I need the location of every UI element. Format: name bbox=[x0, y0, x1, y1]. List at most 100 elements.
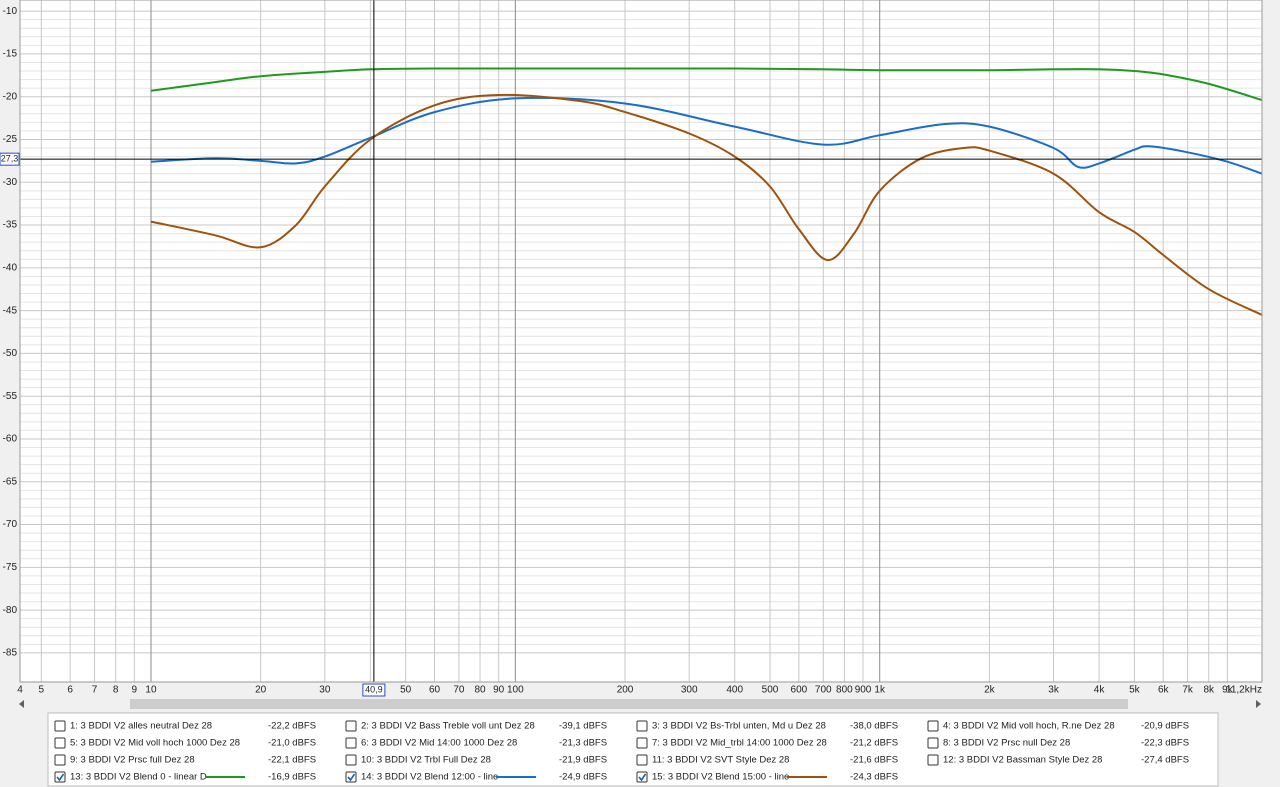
legend-label: 1: 3 BDDI V2 alles neutral Dez 28 bbox=[70, 721, 212, 732]
legend-checkmark bbox=[56, 773, 65, 782]
legend-label: 13: 3 BDDI V2 Blend 0 - linear D bbox=[70, 772, 207, 783]
x-tick-label: 400 bbox=[726, 685, 743, 696]
x-tick-label: 8 bbox=[113, 685, 119, 696]
legend-label: 5: 3 BDDI V2 Mid voll hoch 1000 Dez 28 bbox=[70, 738, 240, 749]
scroll-thumb[interactable] bbox=[130, 699, 1128, 709]
legend-entry[interactable]: 5: 3 BDDI V2 Mid voll hoch 1000 Dez 28 -2… bbox=[54, 737, 316, 749]
x-tick-label: 5k bbox=[1129, 685, 1141, 696]
legend-level: -21,2 dBFS bbox=[850, 738, 898, 749]
x-tick-label: 800 bbox=[836, 685, 853, 696]
x-tick-label: 7k bbox=[1182, 685, 1194, 696]
legend-checkbox[interactable] bbox=[636, 720, 648, 732]
legend-label: 15: 3 BDDI V2 Blend 15:00 - line bbox=[652, 772, 789, 783]
y-tick-label: -60 bbox=[3, 434, 18, 445]
y-tick-label: -55 bbox=[3, 391, 18, 402]
x-tick-label: 30 bbox=[319, 685, 331, 696]
cursor-x-label: 40,9 bbox=[365, 684, 383, 694]
legend-checkbox[interactable] bbox=[927, 737, 939, 749]
legend-label: 12: 3 BDDI V2 Bassman Style Dez 28 bbox=[943, 755, 1102, 766]
legend-label: 7: 3 BDDI V2 Mid_trbl 14:00 1000 Dez 28 bbox=[652, 738, 827, 749]
legend-label: 4: 3 BDDI V2 Mid voll hoch, R.ne Dez 28 bbox=[943, 721, 1115, 732]
legend-checkbox[interactable] bbox=[54, 720, 66, 732]
x-tick-label: 100 bbox=[507, 685, 524, 696]
x-tick-label: 20 bbox=[255, 685, 267, 696]
y-tick-label: -50 bbox=[3, 348, 18, 359]
x-tick-label: 600 bbox=[791, 685, 808, 696]
legend-label: 3: 3 BDDI V2 Bs-Trbl unten, Md u Dez 28 bbox=[652, 721, 826, 732]
x-tick-label: 3k bbox=[1048, 685, 1060, 696]
legend-checkbox[interactable] bbox=[54, 754, 66, 766]
x-tick-label: 50 bbox=[400, 685, 412, 696]
legend-level: -22,1 dBFS bbox=[268, 755, 316, 766]
legend-checkbox[interactable] bbox=[54, 737, 66, 749]
x-tick-label: 90 bbox=[493, 685, 505, 696]
legend-entry[interactable]: 12: 3 BDDI V2 Bassman Style Dez 28 -27,4 … bbox=[927, 754, 1189, 766]
response-curve bbox=[150, 93, 1263, 316]
y-tick-label: -25 bbox=[3, 134, 18, 145]
legend-level: -39,1 dBFS bbox=[559, 721, 607, 732]
cursor-x-box bbox=[362, 683, 386, 697]
legend-entry[interactable]: 10: 3 BDDI V2 Trbl Full Dez 28 -21,9 dBFS bbox=[345, 754, 607, 766]
x-tick-label: 7 bbox=[92, 685, 98, 696]
legend-level: -16,9 dBFS bbox=[268, 772, 316, 783]
scroll-right[interactable] bbox=[1256, 700, 1261, 708]
legend-level: -21,6 dBFS bbox=[850, 755, 898, 766]
legend-entry[interactable]: 1: 3 BDDI V2 alles neutral Dez 28 -22,2 d… bbox=[54, 720, 316, 732]
x-tick-label: 6k bbox=[1158, 685, 1170, 696]
y-tick-label: -30 bbox=[3, 177, 18, 188]
x-tick-label: 60 bbox=[429, 685, 441, 696]
legend-entry[interactable]: 4: 3 BDDI V2 Mid voll hoch, R.ne Dez 28 -… bbox=[927, 720, 1189, 732]
x-tick-label: 500 bbox=[762, 685, 779, 696]
legend-entry[interactable]: 8: 3 BDDI V2 Prsc null Dez 28 -22,3 dBFS bbox=[927, 737, 1189, 749]
y-tick-label: -10 bbox=[3, 6, 18, 17]
legend-label: 2: 3 BDDI V2 Bass Treble voll unt Dez 28 bbox=[361, 721, 535, 732]
x-tick-label: 900 bbox=[855, 685, 872, 696]
legend-entry[interactable]: 2: 3 BDDI V2 Bass Treble voll unt Dez 28… bbox=[345, 720, 607, 732]
plot-border bbox=[19, 0, 1263, 683]
x-tick-label: 5 bbox=[39, 685, 45, 696]
plot-area bbox=[20, 0, 1262, 682]
response-curve bbox=[150, 96, 1263, 175]
legend-checkbox[interactable] bbox=[927, 754, 939, 766]
legend-level: -22,2 dBFS bbox=[268, 721, 316, 732]
legend-checkmark bbox=[347, 773, 356, 782]
legend-box bbox=[47, 712, 1219, 787]
legend-checkbox[interactable] bbox=[927, 720, 939, 732]
scrollbar[interactable] bbox=[0, 697, 1280, 711]
x-tick-label: 2k bbox=[984, 685, 996, 696]
legend-label: 11: 3 BDDI V2 SVT Style Dez 28 bbox=[652, 755, 789, 766]
y-tick-label: -20 bbox=[3, 91, 18, 102]
y-tick-label: -35 bbox=[3, 220, 18, 231]
legend-entry[interactable]: 3: 3 BDDI V2 Bs-Trbl unten, Md u Dez 28 -… bbox=[636, 720, 898, 732]
legend-entry[interactable]: 13: 3 BDDI V2 Blend 0 - linear D -16,9 dB… bbox=[54, 771, 316, 783]
legend-checkbox[interactable] bbox=[636, 754, 648, 766]
x-tick-label: 4 bbox=[17, 685, 23, 696]
legend-label: 14: 3 BDDI V2 Blend 12:00 - line bbox=[361, 772, 498, 783]
legend-checkbox[interactable] bbox=[636, 737, 648, 749]
legend-entry[interactable]: 7: 3 BDDI V2 Mid_trbl 14:00 1000 Dez 28 -… bbox=[636, 737, 898, 749]
response-curve bbox=[150, 67, 1263, 102]
x-tick-label: 4k bbox=[1094, 685, 1106, 696]
x-tick-label: 6 bbox=[67, 685, 73, 696]
legend-checkbox[interactable] bbox=[345, 754, 357, 766]
legend-entry[interactable]: 11: 3 BDDI V2 SVT Style Dez 28 -21,6 dBFS bbox=[636, 754, 898, 766]
legend-level: -24,3 dBFS bbox=[850, 772, 898, 783]
legend-level: -21,0 dBFS bbox=[268, 738, 316, 749]
legend-checkbox[interactable] bbox=[345, 720, 357, 732]
scroll-left[interactable] bbox=[19, 700, 24, 708]
legend-entry[interactable]: 15: 3 BDDI V2 Blend 15:00 - line -24,3 dB… bbox=[636, 771, 898, 783]
y-tick-label: -70 bbox=[3, 519, 18, 530]
cursor-y-box bbox=[0, 152, 20, 166]
x-tick-label: 9k bbox=[1222, 685, 1234, 696]
legend-label: 10: 3 BDDI V2 Trbl Full Dez 28 bbox=[361, 755, 491, 766]
x-tick-label: 9 bbox=[132, 685, 138, 696]
legend-checkbox[interactable] bbox=[345, 737, 357, 749]
legend-label: 8: 3 BDDI V2 Prsc null Dez 28 bbox=[943, 738, 1070, 749]
legend-entry[interactable]: 9: 3 BDDI V2 Prsc full Dez 28 -22,1 dBFS bbox=[54, 754, 316, 766]
legend-label: 9: 3 BDDI V2 Prsc full Dez 28 bbox=[70, 755, 195, 766]
legend-entry[interactable]: 6: 3 BDDI V2 Mid 14:00 1000 Dez 28 -21,3 … bbox=[345, 737, 607, 749]
legend-entry[interactable]: 14: 3 BDDI V2 Blend 12:00 - line -24,9 dB… bbox=[345, 771, 607, 783]
legend-checkmark bbox=[638, 773, 647, 782]
y-tick-label: -40 bbox=[3, 262, 18, 273]
